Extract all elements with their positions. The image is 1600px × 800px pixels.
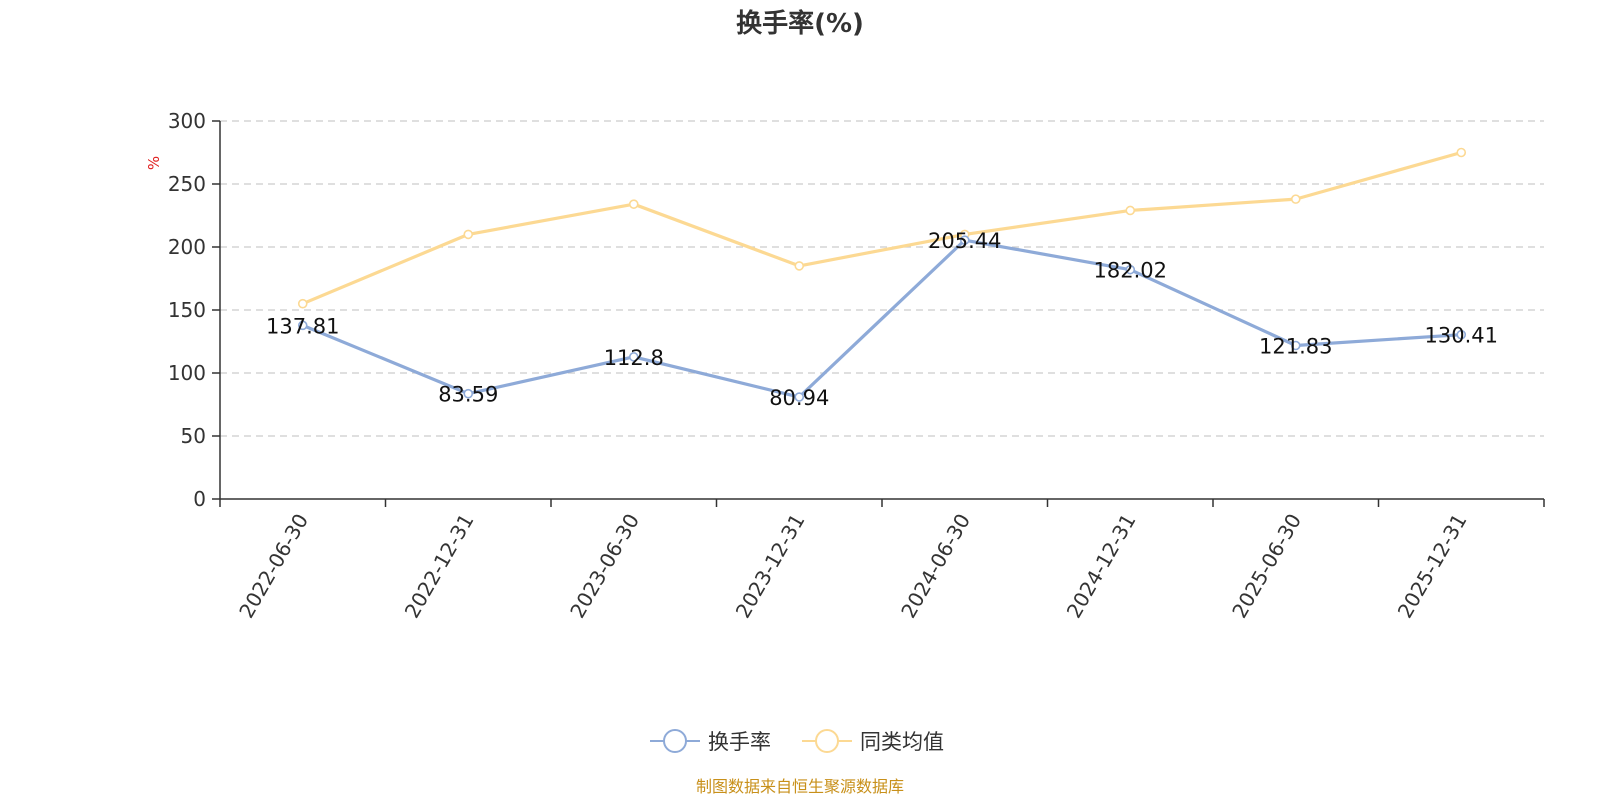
x-tick-label: 2025-12-31 (1393, 510, 1472, 623)
legend-label: 换手率 (708, 730, 771, 754)
data-label: 130.41 (1425, 324, 1498, 348)
y-tick-label: 250 (168, 172, 206, 196)
data-label: 205.44 (928, 229, 1001, 253)
y-tick-label: 50 (181, 424, 206, 448)
series-1-point (628, 199, 639, 209)
series-1-point (794, 261, 805, 271)
series-1-point (297, 298, 308, 309)
data-label: 137.81 (266, 314, 339, 338)
y-tick-label: 200 (168, 235, 206, 259)
series-1-point (463, 229, 474, 240)
series-0-point (1290, 340, 1301, 351)
legend-marker-icon (815, 729, 839, 753)
source-note: 制图数据来自恒生聚源数据库 (696, 777, 904, 796)
y-tick-label: 0 (193, 487, 206, 511)
x-tick-label: 2023-06-30 (565, 510, 644, 623)
data-label: 121.83 (1259, 334, 1332, 358)
legend-label: 同类均值 (860, 730, 944, 754)
series-0-point (1125, 264, 1136, 275)
y-axis-ticks: 0 50 100 150 200 250 300 (168, 109, 220, 511)
x-tick-label: 2024-06-30 (896, 510, 975, 623)
series-0-point (1456, 329, 1467, 340)
data-labels: 137.81 83.59 112.8 80.94 205.44 182.02 121.83 1… (266, 229, 1498, 410)
series-0-point (628, 352, 639, 362)
series-0-point (959, 235, 970, 245)
series-group (297, 147, 1467, 402)
data-label: 112.8 (604, 346, 664, 370)
y-tick-label: 150 (168, 298, 206, 322)
y-axis-unit-label: % (145, 156, 163, 170)
y-tick-label: 300 (168, 109, 206, 133)
series-line-0 (302, 238, 1462, 399)
series-0-point (463, 388, 474, 399)
series-1-point (1456, 147, 1467, 158)
series-1-point (1290, 194, 1301, 204)
series-1-point (1125, 205, 1136, 216)
x-tick-label: 2024-12-31 (1062, 510, 1141, 623)
series-line-1 (302, 150, 1462, 306)
chart-title: 换手率(%) (736, 8, 864, 39)
y-tick-label: 100 (168, 361, 206, 385)
x-tick-label: 2022-12-31 (400, 510, 479, 623)
x-tick-label: 2023-12-31 (731, 510, 810, 623)
x-axis-ticks: 2022-06-30 2022-12-31 2023-06-30 2023-12-31… (219, 499, 1545, 623)
grid-lines (220, 120, 1544, 437)
data-label: 80.94 (769, 386, 829, 410)
x-tick-label: 2025-06-30 (1227, 510, 1306, 623)
legend-marker-icon (663, 729, 687, 753)
legend-item-0[interactable]: 换手率 (650, 729, 771, 754)
data-label: 83.59 (438, 383, 498, 407)
data-label: 182.02 (1094, 259, 1167, 283)
legend[interactable]: 换手率 同类均值 (650, 729, 944, 754)
legend-item-1[interactable]: 同类均值 (802, 729, 944, 754)
x-tick-label: 2022-06-30 (234, 510, 313, 623)
series-0-point (794, 392, 805, 402)
series-0-point (297, 320, 308, 331)
